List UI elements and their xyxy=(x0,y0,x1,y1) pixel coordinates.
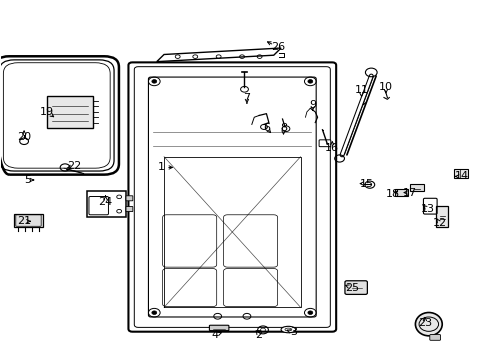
Text: 12: 12 xyxy=(431,218,446,228)
Text: 16: 16 xyxy=(325,143,339,153)
Polygon shape xyxy=(435,206,447,227)
Ellipse shape xyxy=(281,326,295,333)
Text: 13: 13 xyxy=(420,204,433,214)
Polygon shape xyxy=(14,214,42,227)
Text: 2: 2 xyxy=(255,330,262,340)
Circle shape xyxy=(152,311,157,315)
Polygon shape xyxy=(157,48,281,62)
Text: 6: 6 xyxy=(263,123,269,133)
Text: 15: 15 xyxy=(359,179,373,189)
Polygon shape xyxy=(409,184,423,192)
Circle shape xyxy=(152,80,157,83)
Text: 21: 21 xyxy=(17,216,31,226)
Text: 14: 14 xyxy=(453,171,468,181)
Text: 19: 19 xyxy=(40,107,54,117)
FancyBboxPatch shape xyxy=(126,196,133,201)
Ellipse shape xyxy=(415,312,441,336)
FancyBboxPatch shape xyxy=(126,207,133,212)
Text: 7: 7 xyxy=(243,93,250,103)
Text: 18: 18 xyxy=(386,189,400,199)
FancyBboxPatch shape xyxy=(344,281,366,294)
Text: 4: 4 xyxy=(211,330,218,340)
FancyBboxPatch shape xyxy=(319,140,330,147)
Text: 24: 24 xyxy=(98,197,112,207)
Text: 10: 10 xyxy=(378,82,392,92)
Text: 11: 11 xyxy=(354,85,368,95)
Text: 20: 20 xyxy=(17,132,31,142)
Text: 17: 17 xyxy=(403,188,416,198)
FancyBboxPatch shape xyxy=(429,334,440,340)
Text: 23: 23 xyxy=(417,319,431,328)
Text: 1: 1 xyxy=(158,162,165,172)
Text: 8: 8 xyxy=(279,123,286,133)
FancyBboxPatch shape xyxy=(209,325,228,330)
Text: 26: 26 xyxy=(271,42,285,52)
Polygon shape xyxy=(453,169,467,178)
Circle shape xyxy=(307,311,312,315)
Circle shape xyxy=(307,80,312,83)
Polygon shape xyxy=(394,189,407,196)
FancyBboxPatch shape xyxy=(128,62,335,332)
Text: 3: 3 xyxy=(289,327,296,337)
FancyBboxPatch shape xyxy=(134,67,330,327)
Text: 5: 5 xyxy=(24,175,31,185)
Polygon shape xyxy=(87,191,126,217)
Text: 9: 9 xyxy=(308,100,316,110)
Polygon shape xyxy=(47,96,93,128)
Text: 25: 25 xyxy=(344,283,358,293)
Text: 22: 22 xyxy=(66,161,81,171)
